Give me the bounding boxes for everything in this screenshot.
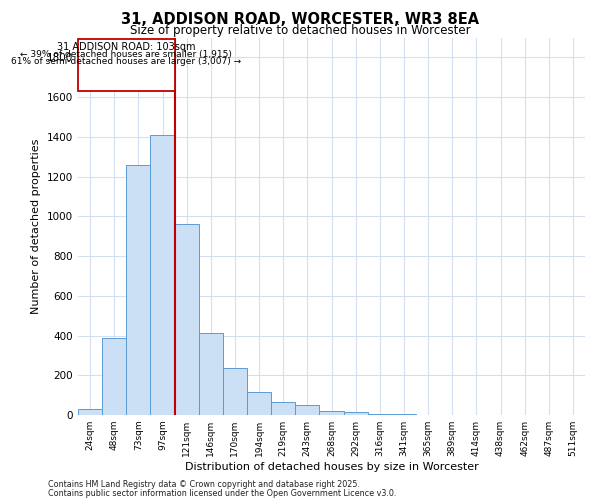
Bar (102, 338, 126, 415)
Text: 31 ADDISON ROAD: 103sqm: 31 ADDISON ROAD: 103sqm (57, 42, 196, 52)
Text: Contains HM Land Registry data © Crown copyright and database right 2025.: Contains HM Land Registry data © Crown c… (48, 480, 360, 489)
Bar (271, 402, 295, 415)
X-axis label: Distribution of detached houses by size in Worcester: Distribution of detached houses by size … (185, 462, 478, 472)
Text: 31, ADDISON ROAD, WORCESTER, WR3 8EA: 31, ADDISON ROAD, WORCESTER, WR3 8EA (121, 12, 479, 28)
Y-axis label: Number of detached properties: Number of detached properties (31, 138, 41, 314)
Text: Size of property relative to detached houses in Worcester: Size of property relative to detached ho… (130, 24, 470, 37)
Text: Contains public sector information licensed under the Open Government Licence v3: Contains public sector information licen… (48, 488, 397, 498)
Text: ← 39% of detached houses are smaller (1,915): ← 39% of detached houses are smaller (1,… (20, 50, 232, 59)
Bar (392, 414, 416, 415)
Bar (175, 224, 199, 415)
Text: 61% of semi-detached houses are larger (3,007) →: 61% of semi-detached houses are larger (… (11, 58, 241, 66)
Bar (295, 405, 319, 415)
Bar (78, 409, 102, 415)
Bar (319, 411, 344, 415)
Bar (126, 164, 151, 415)
Bar (151, 135, 175, 415)
Bar (368, 414, 392, 415)
Bar (78, 40, 175, 91)
Bar (223, 368, 247, 415)
Bar (344, 412, 368, 415)
Bar (247, 392, 271, 415)
Bar (199, 332, 223, 415)
